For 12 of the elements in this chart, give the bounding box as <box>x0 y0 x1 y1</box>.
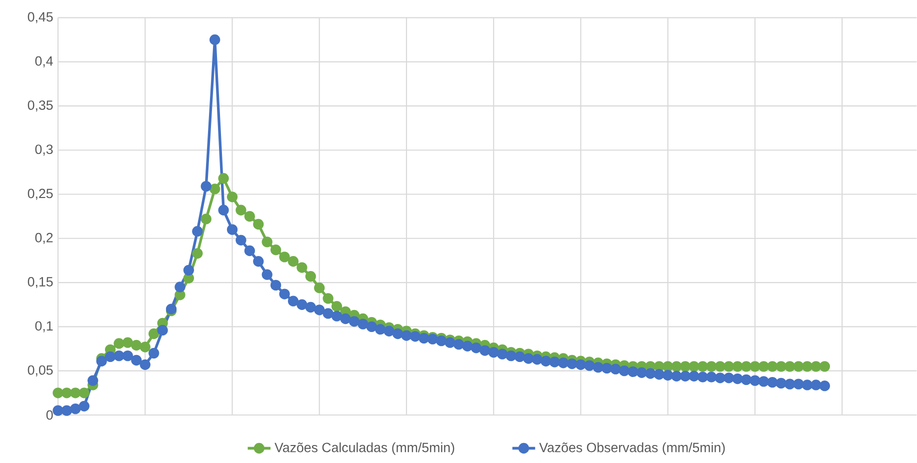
y-tick-label: 0,1 <box>35 321 53 332</box>
y-tick-label: 0,2 <box>35 232 53 244</box>
y-tick-label: 0,3 <box>35 144 53 156</box>
y-tick-label: 0,4 <box>35 56 53 68</box>
y-tick-label: 0 <box>46 410 53 420</box>
y-tick-label: 0,25 <box>28 188 53 200</box>
y-tick-label: 0,45 <box>28 12 53 24</box>
legend-label: Vazões Observadas (mm/5min) <box>539 442 725 455</box>
y-tick-label: 0,15 <box>28 277 53 288</box>
y-tick-label: 0,35 <box>28 100 53 112</box>
y-tick-label: 0,05 <box>28 365 53 376</box>
legend-label: Vazões Calculadas (mm/5min) <box>274 442 454 455</box>
